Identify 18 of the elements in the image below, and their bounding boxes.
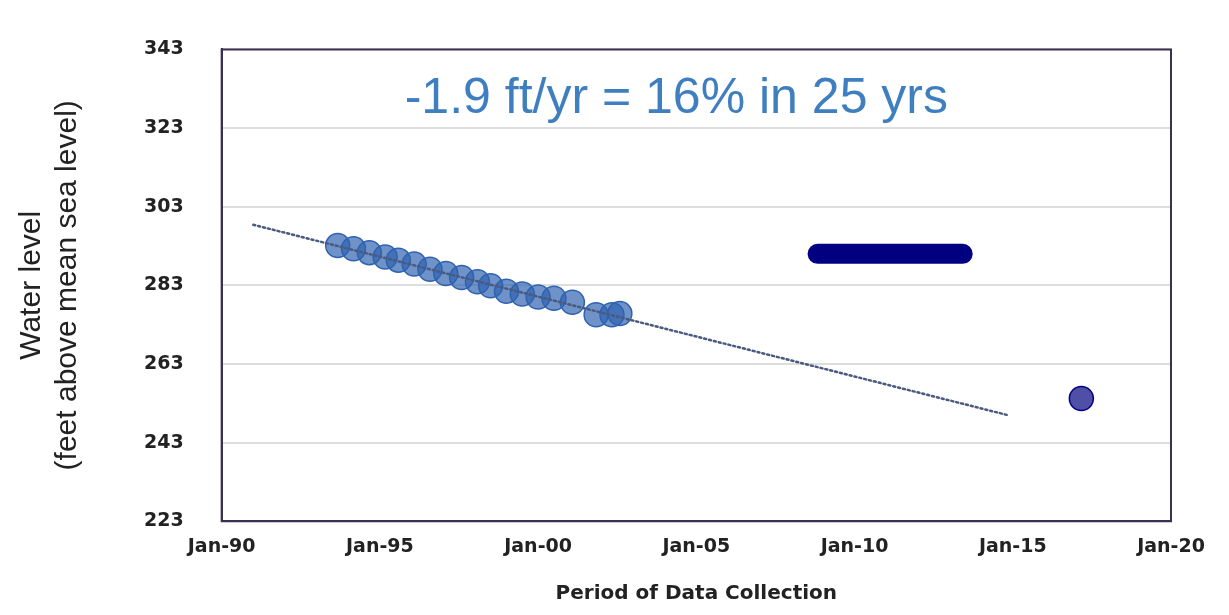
y-axis-title: Water level (feet above mean sea level) [13, 100, 83, 471]
y-tick-label: 323 [143, 114, 184, 137]
point [1068, 385, 1095, 412]
y-tick-label: 243 [143, 429, 184, 452]
x-tick-label: Jan-15 [976, 533, 1047, 556]
y-tick-label: 223 [143, 508, 184, 531]
y-tick-label: 263 [143, 350, 184, 373]
x-tick-label: Jan-05 [660, 533, 731, 556]
y-tick-label: 283 [143, 272, 184, 295]
y-tick-label: 343 [143, 36, 184, 59]
y-tick-label: 303 [143, 193, 184, 216]
annotation: -1.9 ft/yr = 16% in 25 yrs [404, 68, 948, 125]
x-tick-label: Jan-90 [185, 533, 256, 556]
x-tick-label: Jan-10 [818, 533, 889, 556]
x-axis-title: Period of Data Collection [555, 580, 838, 605]
x-tick-label: Jan-20 [1135, 533, 1205, 556]
x-tick-label: Jan-00 [502, 533, 572, 556]
x-tick-label: Jan-95 [344, 533, 414, 556]
